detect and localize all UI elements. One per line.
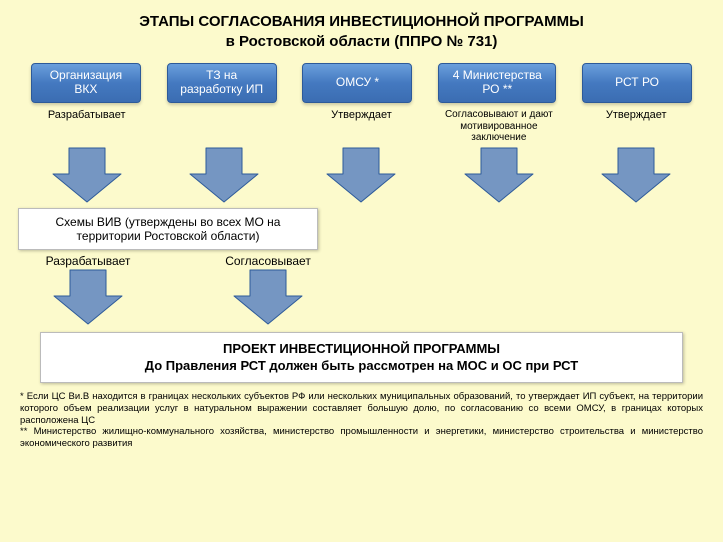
captions-row1: Разрабатывает Утверждает Согласовывают и… [0, 103, 723, 144]
arrows-row1 [0, 144, 723, 204]
box-org-vkh: Организация ВКХ [31, 63, 141, 103]
footnote-2: ** Министерство жилищно-коммунального хо… [20, 426, 703, 450]
down-arrow-icon [186, 146, 262, 204]
title-line2: в Ростовской области (ППРО № 731) [226, 33, 498, 50]
page-title: ЭТАПЫ СОГЛАСОВАНИЯ ИНВЕСТИЦИОННОЙ ПРОГРА… [0, 0, 723, 57]
cap-5: Утверждает [577, 109, 695, 144]
scheme-strip: Схемы ВИВ (утверждены во всех МО на терр… [18, 208, 705, 251]
box-tz: ТЗ на разработку ИП [167, 63, 277, 103]
cap-2 [165, 109, 283, 144]
footnote-1: * Если ЦС Ви.В находится в границах неск… [20, 391, 703, 427]
project-line1: ПРОЕКТ ИНВЕСТИЦИОННОЙ ПРОГРАММЫ [223, 341, 500, 356]
project-box: ПРОЕКТ ИНВЕСТИЦИОННОЙ ПРОГРАММЫ До Правл… [40, 332, 683, 383]
project-line2: До Правления РСТ должен быть рассмотрен … [145, 358, 578, 373]
cap-3: Утверждает [302, 109, 420, 144]
down-arrow-icon [50, 268, 126, 326]
down-arrow-icon [49, 146, 125, 204]
box-ministries: 4 Министерства РО ** [438, 63, 556, 103]
title-line1: ЭТАПЫ СОГЛАСОВАНИЯ ИНВЕСТИЦИОННОЙ ПРОГРА… [139, 13, 584, 30]
arrows-row2 [0, 268, 723, 326]
box-rst: РСТ РО [582, 63, 692, 103]
top-boxes-row: Организация ВКХ ТЗ на разработку ИП ОМСУ… [0, 63, 723, 103]
cap-1: Разрабатывает [28, 109, 146, 144]
down-arrow-icon [598, 146, 674, 204]
down-arrow-icon [323, 146, 399, 204]
down-arrow-icon [230, 268, 306, 326]
down-arrow-icon [461, 146, 537, 204]
cap-4: Согласовывают и дают мотивированное закл… [440, 109, 558, 144]
box-omsu: ОМСУ * [302, 63, 412, 103]
captions-row2: Разрабатывает Согласовывает [0, 250, 723, 268]
footnotes: * Если ЦС Ви.В находится в границах неск… [0, 383, 723, 450]
cap2-right: Согласовывает [198, 254, 338, 268]
cap2-left: Разрабатывает [18, 254, 158, 268]
scheme-box: Схемы ВИВ (утверждены во всех МО на терр… [18, 208, 318, 251]
